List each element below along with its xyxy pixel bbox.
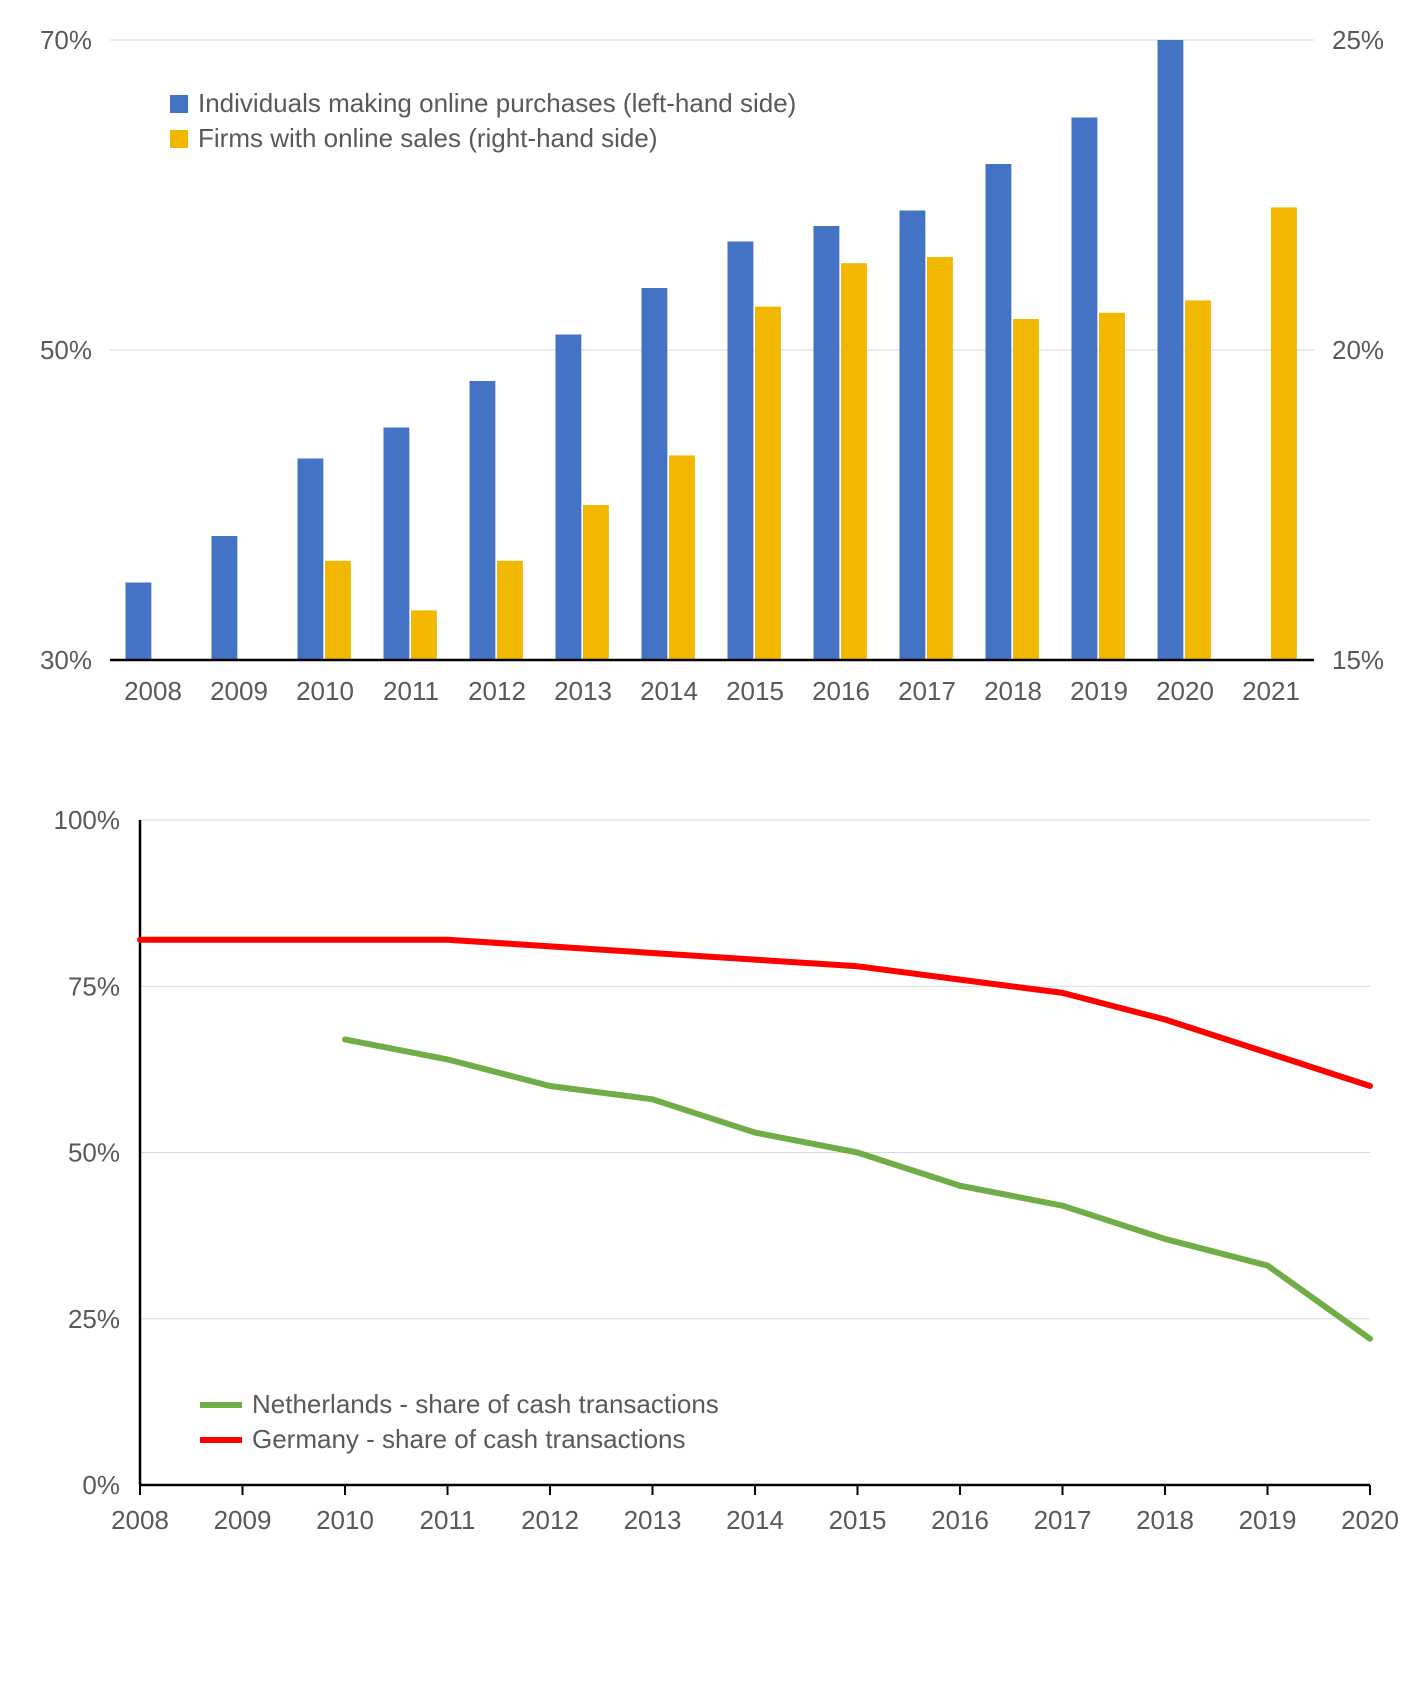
- line-chart: 0% 25% 50% 75% 100% 2008 2009 2010 2011 2012 2013 2…: [20, 800, 1404, 1570]
- y-tick-label: 75%: [68, 971, 120, 1001]
- legend-item-firms: Firms with online sales (right-hand side…: [170, 123, 796, 154]
- x-tick-label: 2008: [124, 676, 182, 706]
- line-netherlands: [345, 1039, 1370, 1338]
- bar-firms: [411, 610, 437, 660]
- bar-firms: [1013, 319, 1039, 660]
- line-chart-legend: Netherlands - share of cash transactions…: [200, 1385, 719, 1459]
- x-tick-label: 2009: [210, 676, 268, 706]
- x-tick-label: 2013: [554, 676, 612, 706]
- y-tick-label-right: 25%: [1332, 25, 1384, 55]
- legend-label-germany: Germany - share of cash transactions: [252, 1424, 686, 1455]
- y-tick-label-left: 30%: [40, 645, 92, 675]
- y-tick-label: 0%: [82, 1470, 120, 1500]
- bar-individuals: [899, 211, 925, 661]
- x-tick-label: 2020: [1156, 676, 1214, 706]
- x-tick-label: 2018: [1136, 1505, 1194, 1535]
- y-tick-label-right: 15%: [1332, 645, 1384, 675]
- bar-chart-legend: Individuals making online purchases (lef…: [170, 84, 796, 158]
- x-tick-label: 2015: [829, 1505, 887, 1535]
- x-tick-label: 2017: [898, 676, 956, 706]
- x-tick-label: 2019: [1239, 1505, 1297, 1535]
- bar-firms: [841, 263, 867, 660]
- y-tick-label-right: 20%: [1332, 335, 1384, 365]
- bar-individuals: [555, 335, 581, 661]
- x-tick-label: 2012: [468, 676, 526, 706]
- legend-item-individuals: Individuals making online purchases (lef…: [170, 88, 796, 119]
- x-tick-label: 2012: [521, 1505, 579, 1535]
- bar-individuals: [1157, 40, 1183, 660]
- bar-individuals: [1071, 118, 1097, 661]
- x-tick-label: 2019: [1070, 676, 1128, 706]
- x-tick-label: 2016: [931, 1505, 989, 1535]
- bar-individuals: [641, 288, 667, 660]
- bar-firms: [927, 257, 953, 660]
- bar-individuals: [985, 164, 1011, 660]
- bar-individuals: [813, 226, 839, 660]
- bar-firms: [755, 307, 781, 660]
- x-tick-label: 2015: [726, 676, 784, 706]
- bar-individuals: [383, 428, 409, 661]
- bar-firms: [325, 561, 351, 660]
- x-tick-label: 2017: [1034, 1505, 1092, 1535]
- x-tick-label: 2021: [1242, 676, 1300, 706]
- bar-firms: [583, 505, 609, 660]
- y-tick-label: 100%: [54, 805, 121, 835]
- legend-item-germany: Germany - share of cash transactions: [200, 1424, 719, 1455]
- x-tick-label: 2011: [383, 676, 439, 706]
- bar-firms: [1185, 300, 1211, 660]
- bar-individuals: [125, 583, 151, 661]
- x-tick-label: 2018: [984, 676, 1042, 706]
- legend-swatch-netherlands: [200, 1402, 242, 1408]
- bar-firms: [1099, 313, 1125, 660]
- x-tick-label: 2010: [296, 676, 354, 706]
- y-tick-label-left: 50%: [40, 335, 92, 365]
- x-tick-label: 2010: [316, 1505, 374, 1535]
- bar-individuals: [469, 381, 495, 660]
- legend-swatch-germany: [200, 1437, 242, 1443]
- bar-firms: [497, 561, 523, 660]
- y-tick-label: 50%: [68, 1138, 120, 1168]
- x-tick-label: 2016: [812, 676, 870, 706]
- bar-individuals: [297, 459, 323, 661]
- x-tick-label: 2014: [640, 676, 698, 706]
- bar-individuals: [211, 536, 237, 660]
- y-tick-label: 25%: [68, 1304, 120, 1334]
- x-tick-label: 2020: [1341, 1505, 1399, 1535]
- line-germany: [140, 940, 1370, 1086]
- x-tick-label: 2011: [420, 1505, 476, 1535]
- bar-individuals: [727, 242, 753, 661]
- legend-label-individuals: Individuals making online purchases (lef…: [198, 88, 796, 119]
- x-tick-label: 2008: [111, 1505, 169, 1535]
- legend-swatch-firms: [170, 130, 188, 148]
- bar-firms: [1271, 207, 1297, 660]
- legend-label-firms: Firms with online sales (right-hand side…: [198, 123, 658, 154]
- legend-label-netherlands: Netherlands - share of cash transactions: [252, 1389, 719, 1420]
- x-tick-label: 2014: [726, 1505, 784, 1535]
- bar-firms: [669, 455, 695, 660]
- y-tick-label-left: 70%: [40, 25, 92, 55]
- legend-item-netherlands: Netherlands - share of cash transactions: [200, 1389, 719, 1420]
- legend-swatch-individuals: [170, 95, 188, 113]
- x-tick-label: 2013: [624, 1505, 682, 1535]
- x-tick-label: 2009: [214, 1505, 272, 1535]
- bar-chart: 30% 50% 70% 15% 20% 25% 2008 2009 2010 2011 2012 20…: [20, 20, 1404, 740]
